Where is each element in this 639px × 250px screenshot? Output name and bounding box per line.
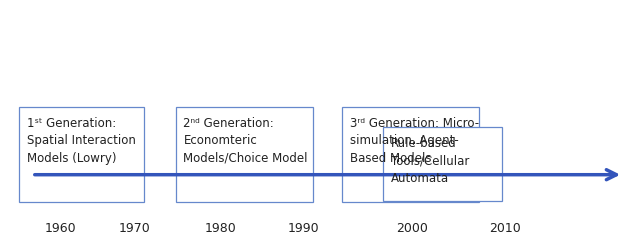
Text: 1990: 1990 xyxy=(288,221,320,234)
Text: 1970: 1970 xyxy=(118,221,150,234)
Text: 1960: 1960 xyxy=(45,221,77,234)
Text: 1ˢᵗ Generation:
Spatial Interaction
Models (Lowry): 1ˢᵗ Generation: Spatial Interaction Mode… xyxy=(27,116,135,164)
FancyBboxPatch shape xyxy=(19,108,144,202)
FancyBboxPatch shape xyxy=(383,128,502,201)
Text: 1980: 1980 xyxy=(204,221,236,234)
Text: Rule-based
Tools/Cellular
Automata: Rule-based Tools/Cellular Automata xyxy=(391,136,470,184)
FancyBboxPatch shape xyxy=(176,108,313,202)
Text: 3ʳᵈ Generation: Micro-
simulation, Agent-
Based Models: 3ʳᵈ Generation: Micro- simulation, Agent… xyxy=(350,116,479,164)
FancyBboxPatch shape xyxy=(342,108,479,202)
Text: 2ⁿᵈ Generation:
Economteric
Models/Choice Model: 2ⁿᵈ Generation: Economteric Models/Choic… xyxy=(183,116,308,164)
Text: 2000: 2000 xyxy=(396,221,428,234)
Text: 2010: 2010 xyxy=(489,221,521,234)
